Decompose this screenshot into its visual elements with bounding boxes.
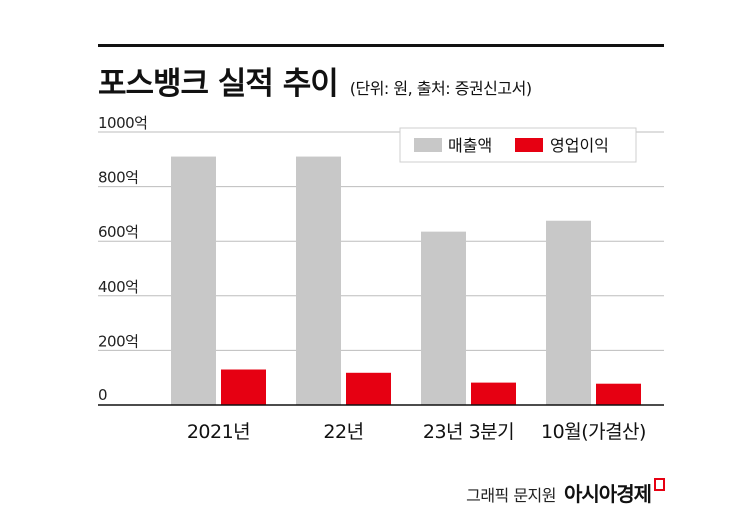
bar-revenue (171, 156, 216, 405)
y-tick-label: 600억 (98, 223, 138, 241)
top-rule (98, 44, 664, 47)
y-tick-label: 0 (98, 386, 107, 404)
y-tick-label: 1000억 (98, 114, 147, 132)
y-tick-label: 400억 (98, 278, 138, 296)
bar-operating-profit (471, 382, 516, 405)
y-tick-label: 200억 (98, 332, 138, 350)
brand-logo: 아시아경제 (564, 482, 652, 506)
chart-subtitle: (단위: 원, 출처: 증권신고서) (349, 79, 532, 98)
x-category-label: 23년 3분기 (423, 421, 514, 443)
x-category-label: 2021년 (187, 421, 250, 443)
bar-revenue (296, 156, 341, 405)
credit-text: 그래픽 문지원 (466, 486, 556, 505)
legend-swatch (414, 138, 442, 152)
x-category-label: 22년 (323, 421, 363, 443)
chart-title: 포스뱅크 실적 추이 (98, 66, 339, 102)
legend-swatch (515, 138, 543, 152)
bar-operating-profit (346, 372, 391, 405)
x-category-label: 10월(가결산) (541, 421, 646, 443)
y-tick-label: 800억 (98, 169, 138, 187)
brand-mark-icon (654, 478, 665, 491)
bar-operating-profit (596, 383, 641, 405)
bar-revenue (421, 231, 466, 405)
credit: 그래픽 문지원 아시아경제 (466, 478, 665, 507)
bar-operating-profit (221, 369, 266, 405)
bar-revenue (546, 220, 591, 405)
title-row: 포스뱅크 실적 추이 (단위: 원, 출처: 증권신고서) (98, 58, 532, 103)
legend-label: 매출액 (448, 136, 492, 155)
legend-label: 영업이익 (550, 136, 609, 155)
